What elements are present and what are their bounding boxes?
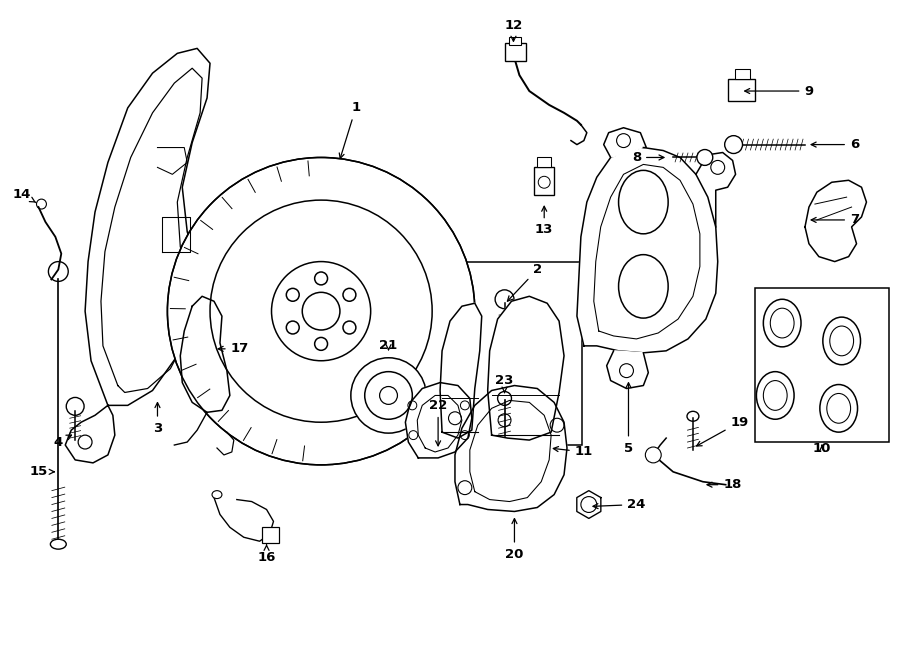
Ellipse shape (820, 385, 858, 432)
Text: 2: 2 (508, 263, 542, 301)
Bar (727, 79, 755, 101)
Text: 22: 22 (429, 399, 447, 446)
Ellipse shape (50, 539, 67, 549)
Circle shape (645, 447, 662, 463)
Text: 6: 6 (811, 138, 859, 151)
Bar (262, 527, 279, 543)
Polygon shape (455, 385, 567, 512)
Bar (505, 44, 526, 61)
Polygon shape (405, 383, 472, 458)
Text: 20: 20 (505, 519, 524, 561)
Bar (537, 157, 551, 167)
Ellipse shape (498, 391, 511, 405)
Polygon shape (805, 180, 867, 262)
Text: 19: 19 (697, 416, 749, 446)
Circle shape (167, 157, 475, 465)
Text: 4: 4 (54, 435, 71, 449)
Ellipse shape (618, 254, 668, 318)
Polygon shape (86, 48, 210, 405)
Text: 11: 11 (554, 446, 593, 459)
Text: 24: 24 (593, 498, 645, 511)
Text: 21: 21 (380, 339, 398, 352)
Text: 17: 17 (218, 342, 249, 356)
Bar (535, 167, 554, 195)
Text: 9: 9 (744, 85, 814, 98)
Ellipse shape (756, 371, 794, 419)
Polygon shape (577, 490, 601, 518)
Polygon shape (607, 351, 648, 389)
Polygon shape (66, 405, 115, 463)
Circle shape (67, 397, 84, 415)
Text: 5: 5 (624, 383, 633, 455)
Circle shape (724, 136, 742, 153)
Circle shape (697, 149, 713, 165)
Text: 14: 14 (13, 188, 36, 203)
Polygon shape (577, 147, 717, 353)
Text: 10: 10 (813, 442, 831, 455)
Circle shape (495, 290, 514, 309)
Bar (509, 38, 521, 46)
Polygon shape (440, 303, 482, 438)
Text: 1: 1 (339, 101, 360, 159)
Circle shape (351, 358, 427, 433)
Text: 7: 7 (811, 214, 859, 227)
Bar (755, 288, 889, 442)
Bar (428, 262, 582, 445)
Ellipse shape (823, 317, 860, 365)
Polygon shape (180, 296, 230, 412)
Text: 18: 18 (707, 478, 742, 491)
Text: 23: 23 (495, 374, 514, 393)
Bar (734, 69, 751, 79)
Text: 13: 13 (535, 206, 554, 237)
Text: 16: 16 (257, 545, 275, 564)
Text: 3: 3 (153, 403, 162, 435)
Ellipse shape (763, 299, 801, 347)
Ellipse shape (687, 411, 699, 421)
Polygon shape (604, 128, 646, 157)
Polygon shape (488, 296, 564, 440)
Ellipse shape (212, 490, 222, 498)
Text: 15: 15 (30, 465, 54, 479)
Text: 12: 12 (504, 19, 523, 41)
Ellipse shape (618, 171, 668, 234)
Text: 8: 8 (632, 151, 664, 164)
